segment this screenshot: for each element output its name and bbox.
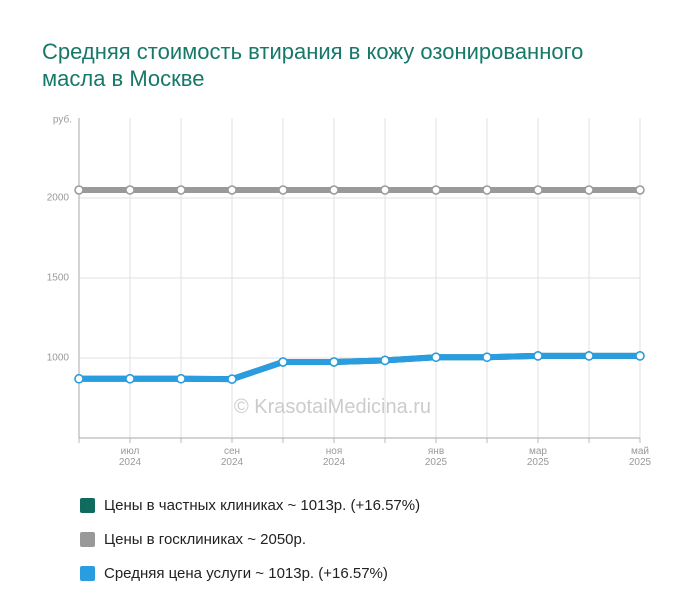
- legend-label: Цены в частных клиниках ~ 1013р. (+16.57…: [104, 496, 421, 514]
- point: [635, 185, 645, 195]
- x-tick-label: янв 2025: [424, 446, 448, 468]
- x-tick-label: сен 2024: [220, 446, 244, 468]
- point: [431, 352, 441, 362]
- point: [584, 185, 594, 195]
- legend-item: Цены в частных клиниках ~ 1013р. (+16.57…: [80, 488, 420, 522]
- line: [76, 352, 643, 383]
- point: [431, 185, 441, 195]
- legend-swatch: [80, 531, 95, 547]
- point: [176, 374, 186, 384]
- point: [125, 374, 135, 384]
- point: [584, 351, 594, 361]
- watermark: © KrasotaiMedicina.ru: [234, 396, 432, 418]
- legend: Цены в частных клиниках ~ 1013р. (+16.57…: [80, 488, 420, 590]
- legend-label: Средняя цена услуги ~ 1013р. (+16.57%): [104, 564, 388, 582]
- point: [533, 185, 543, 195]
- x-tick-label: май 2025: [628, 446, 652, 468]
- y-tick-label: 1000: [47, 353, 70, 364]
- legend-swatch: [80, 565, 95, 581]
- x-tick-label: июл 2024: [118, 446, 142, 468]
- series: [74, 185, 645, 195]
- series: [74, 351, 645, 384]
- point: [482, 185, 492, 195]
- legend-label: Цены в госклиниках ~ 2050р.: [104, 530, 307, 548]
- y-unit: руб.: [53, 114, 72, 126]
- point: [635, 351, 645, 361]
- point: [176, 185, 186, 195]
- point: [482, 352, 492, 362]
- point: [278, 185, 288, 195]
- point: [227, 185, 237, 195]
- x-tick-label: ноя 2024: [322, 446, 346, 468]
- point: [74, 185, 84, 195]
- point: [74, 374, 84, 384]
- y-tick-label: 2000: [47, 193, 70, 204]
- point: [227, 374, 237, 384]
- y-tick-label: 1500: [47, 273, 70, 284]
- point: [125, 185, 135, 195]
- point: [278, 357, 288, 367]
- point: [329, 185, 339, 195]
- chart-title: Средняя стоимость втирания в кожу озонир…: [42, 39, 584, 91]
- x-tick-label: мар 2025: [526, 446, 550, 468]
- legend-item: Цены в госклиниках ~ 2050р.: [80, 522, 420, 556]
- point: [533, 351, 543, 361]
- point: [380, 185, 390, 195]
- point: [380, 355, 390, 366]
- legend-swatch: [80, 497, 95, 513]
- legend-item: Средняя цена услуги ~ 1013р. (+16.57%): [80, 556, 420, 590]
- point: [329, 357, 339, 367]
